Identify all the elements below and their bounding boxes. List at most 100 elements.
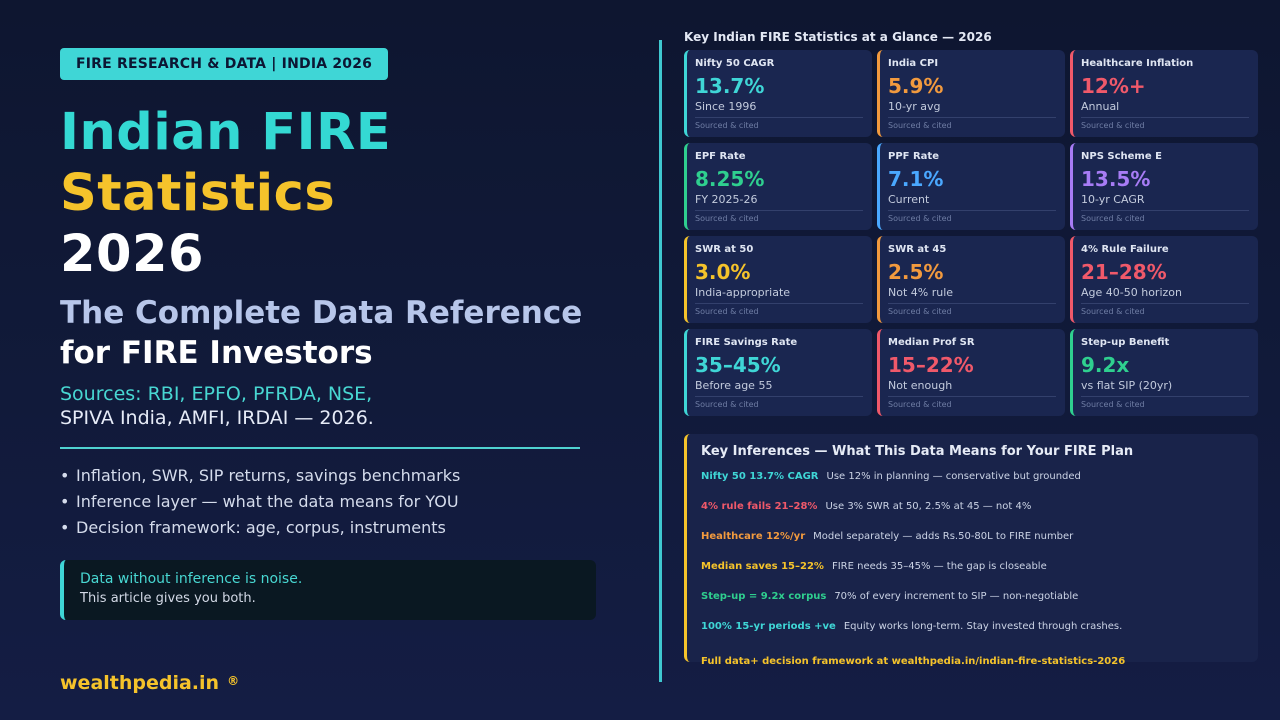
stat-card: FIRE Savings Rate 35–45% Before age 55 Sour… <box>684 329 872 416</box>
stat-note: India-appropriate <box>695 286 791 299</box>
brand-name: wealthpedia.in <box>60 672 220 694</box>
stat-source: Sourced & cited <box>1081 400 1145 409</box>
quote-box: Data without inference is noise. This ar… <box>60 560 596 620</box>
stat-note: Not 4% rule <box>888 286 954 299</box>
stat-divider <box>1081 303 1249 304</box>
stat-label: 4% Rule Failure <box>1081 244 1169 255</box>
inference-key: 4% rule fails 21–28% <box>701 500 818 512</box>
subtitle-line-1: The Complete Data Reference <box>60 295 583 331</box>
inferences-title: Key Inferences — What This Data Means fo… <box>701 444 1134 459</box>
stat-value: 7.1% <box>888 167 944 191</box>
stat-source: Sourced & cited <box>888 400 952 409</box>
brand-logo[interactable]: wealthpedia.in ® <box>60 672 239 694</box>
inference-key: Nifty 50 13.7% CAGR <box>701 470 819 482</box>
title-line-2: Statistics <box>60 164 336 223</box>
stat-value: 9.2x <box>1081 353 1130 377</box>
stat-divider <box>1081 210 1249 211</box>
inference-key: Healthcare 12%/yr <box>701 530 806 542</box>
inferences-footer-link[interactable]: Full data+ decision framework at wealthp… <box>701 656 1126 667</box>
stat-value: 13.5% <box>1081 167 1151 191</box>
stat-source: Sourced & cited <box>695 121 759 130</box>
bullet-item: • Inflation, SWR, SIP returns, savings be… <box>60 463 620 489</box>
stat-card: 4% Rule Failure 21–28% Age 40-50 horizon So… <box>1070 236 1258 323</box>
stat-card: NPS Scheme E 13.5% 10-yr CAGR Sourced & cit… <box>1070 143 1258 230</box>
inference-key: Median saves 15–22% <box>701 560 824 572</box>
inference-text: 70% of every increment to SIP — non-nego… <box>834 590 1079 602</box>
stat-divider <box>888 210 1056 211</box>
inference-row: Median saves 15–22% FIRE needs 35–45% — t… <box>701 551 1244 581</box>
stat-label: India CPI <box>888 58 939 69</box>
stat-value: 13.7% <box>695 74 765 98</box>
stat-label: EPF Rate <box>695 151 746 162</box>
stat-card: India CPI 5.9% 10-yr avg Sourced & cited <box>877 50 1065 137</box>
stat-divider <box>695 117 863 118</box>
stat-label: NPS Scheme E <box>1081 151 1162 162</box>
inference-key: 100% 15-yr periods +ve <box>701 620 836 632</box>
stat-label: FIRE Savings Rate <box>695 337 798 348</box>
sources-line-2: SPIVA India, AMFI, IRDAI — 2026. <box>60 407 374 429</box>
stat-divider <box>695 210 863 211</box>
category-tag: FIRE RESEARCH & DATA | INDIA 2026 <box>60 48 389 80</box>
stat-label: Step-up Benefit <box>1081 337 1170 348</box>
stat-card: PPF Rate 7.1% Current Sourced & cited <box>877 143 1065 230</box>
inference-row: 4% rule fails 21–28% Use 3% SWR at 50, 2.… <box>701 491 1244 521</box>
stat-value: 35–45% <box>695 353 781 377</box>
stat-value: 5.9% <box>888 74 944 98</box>
stat-note: vs flat SIP (20yr) <box>1081 379 1173 392</box>
inferences-panel: Key Inferences — What This Data Means fo… <box>684 434 1258 667</box>
stat-label: PPF Rate <box>888 151 939 162</box>
stat-divider <box>1081 396 1249 397</box>
divider <box>60 447 580 449</box>
stat-source: Sourced & cited <box>695 307 759 316</box>
inference-text: FIRE needs 35–45% — the gap is closeable <box>831 560 1047 572</box>
bullet-item: • Decision framework: age, corpus, instru… <box>60 515 620 541</box>
stat-source: Sourced & cited <box>888 121 952 130</box>
stat-value: 21–28% <box>1081 260 1167 284</box>
hero-section: FIRE RESEARCH & DATA | INDIA 2026 Indian… <box>60 48 620 541</box>
stat-label: Nifty 50 CAGR <box>695 58 775 69</box>
inference-text: Equity works long-term. Stay invested th… <box>843 620 1123 632</box>
stat-note: Before age 55 <box>695 379 773 392</box>
stat-note: Not enough <box>888 379 953 392</box>
stat-card: Step-up Benefit 9.2x vs flat SIP (20yr) Sou… <box>1070 329 1258 416</box>
stat-note: Current <box>888 193 930 206</box>
stat-card: EPF Rate 8.25% FY 2025-26 Sourced & cited <box>684 143 872 230</box>
stat-divider <box>888 117 1056 118</box>
subtitle-line-2: for FIRE Investors <box>60 335 373 371</box>
inferences-list: Nifty 50 13.7% CAGR Use 12% in planning —… <box>701 461 1244 641</box>
bullet-dot-icon: • <box>60 518 70 537</box>
stat-note: Annual <box>1081 100 1120 113</box>
stat-card: Healthcare Inflation 12%+ Annual Sourced & … <box>1070 50 1258 137</box>
stat-divider <box>888 303 1056 304</box>
stat-label: SWR at 50 <box>695 244 754 255</box>
stat-source: Sourced & cited <box>1081 307 1145 316</box>
inference-row: Step-up = 9.2x corpus 70% of every increm… <box>701 581 1244 611</box>
stats-title: Key Indian FIRE Statistics at a Glance —… <box>684 30 992 44</box>
stat-label: Median Prof SR <box>888 337 975 348</box>
inference-text: Use 12% in planning — conservative but g… <box>826 470 1081 482</box>
stat-divider <box>695 303 863 304</box>
inference-key: Step-up = 9.2x corpus <box>701 590 827 602</box>
inference-row: Nifty 50 13.7% CAGR Use 12% in planning —… <box>701 461 1244 491</box>
stat-source: Sourced & cited <box>888 307 952 316</box>
stat-divider <box>695 396 863 397</box>
stat-note: Age 40-50 horizon <box>1081 286 1182 299</box>
stat-label: SWR at 45 <box>888 244 947 255</box>
stat-value: 15–22% <box>888 353 974 377</box>
registered-mark: ® <box>227 674 240 688</box>
stat-note: 10-yr avg <box>888 100 941 113</box>
bullet-dot-icon: • <box>60 492 70 511</box>
stat-divider <box>1081 117 1249 118</box>
stat-value: 12%+ <box>1081 74 1146 98</box>
stat-value: 8.25% <box>695 167 765 191</box>
stat-source: Sourced & cited <box>1081 214 1145 223</box>
inference-text: Model separately — adds Rs.50-80L to FIR… <box>813 530 1074 542</box>
stat-card: SWR at 50 3.0% India-appropriate Sourced & … <box>684 236 872 323</box>
inference-row: Healthcare 12%/yr Model separately — adds… <box>701 521 1244 551</box>
inference-text: Use 3% SWR at 50, 2.5% at 45 — not 4% <box>825 500 1032 512</box>
stat-card: SWR at 45 2.5% Not 4% rule Sourced & cited <box>877 236 1065 323</box>
bullet-list: • Inflation, SWR, SIP returns, savings be… <box>60 463 620 541</box>
stat-source: Sourced & cited <box>888 214 952 223</box>
bullet-item: • Inference layer — what the data means f… <box>60 489 620 515</box>
stat-note: 10-yr CAGR <box>1081 193 1145 206</box>
